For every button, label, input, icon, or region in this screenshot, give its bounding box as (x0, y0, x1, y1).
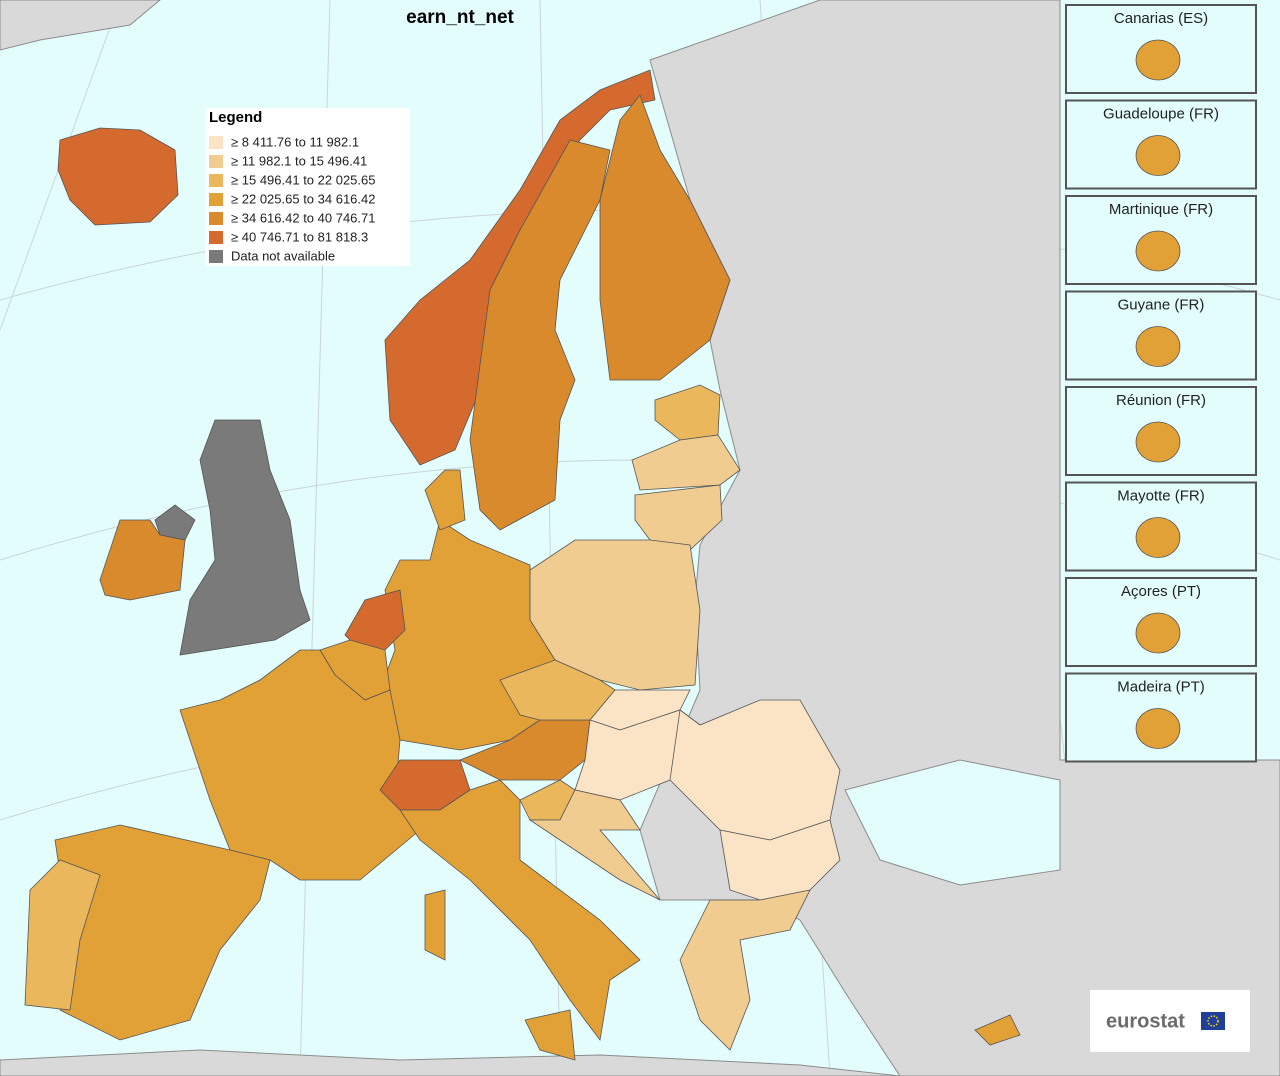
inset-label: Mayotte (FR) (1117, 487, 1205, 504)
inset-box (1065, 195, 1257, 285)
finland (599, 94, 731, 381)
greece (679, 889, 811, 1051)
ireland (99, 519, 186, 601)
inset-label: Canarias (ES) (1114, 10, 1208, 27)
logo-text: eurostat (1106, 1010, 1185, 1032)
legend-label: ≥ 8 411.76 to 11 982.1 (231, 134, 359, 149)
legend-title: Legend (209, 109, 262, 126)
sardinia (424, 889, 446, 961)
legend-label: ≥ 15 496.41 to 22 025.65 (231, 172, 375, 187)
cyprus (974, 1014, 1021, 1046)
map-title: earn_nt_net (406, 7, 514, 28)
united-kingdom (179, 419, 311, 656)
inset-label: Guadeloupe (FR) (1103, 105, 1219, 122)
norway (384, 69, 656, 466)
insets: Canarias (ES) Guadeloupe (FR) Martinique (… (1065, 4, 1257, 763)
inset-territory (1135, 135, 1181, 176)
countries (24, 69, 1021, 1061)
legend-swatch (209, 250, 223, 263)
sweden (469, 139, 611, 531)
legend-swatch (209, 193, 223, 206)
northern-ireland (154, 504, 196, 541)
legend-swatch (209, 174, 223, 187)
legend-label: ≥ 11 982.1 to 15 496.41 (231, 153, 367, 168)
inset-territory (1135, 517, 1181, 558)
iceland (57, 127, 179, 226)
inset-territory (1135, 39, 1181, 81)
latvia (631, 434, 741, 491)
inset-territory (1135, 612, 1181, 654)
sicily (524, 1009, 576, 1061)
inset-territory (1135, 230, 1181, 272)
inset-territory (1135, 421, 1181, 463)
romania (669, 699, 841, 841)
legend-label: ≥ 22 025.65 to 34 616.42 (231, 191, 375, 206)
denmark (424, 469, 466, 531)
legend-box (205, 108, 410, 266)
inset-label: Madeira (PT) (1117, 678, 1205, 695)
bulgaria (719, 819, 841, 901)
inset-label: Açores (PT) (1121, 583, 1201, 600)
legend-label: ≥ 34 616.42 to 40 746.71 (231, 210, 375, 225)
italy (399, 779, 641, 1041)
eu-flag (1201, 1012, 1225, 1030)
legend-label: Data not available (231, 248, 335, 263)
legend-swatch (209, 212, 223, 225)
croatia (528, 789, 661, 901)
legend-label: ≥ 40 746.71 to 81 818.3 (231, 229, 368, 244)
inset-label: Martinique (FR) (1109, 201, 1213, 218)
inset-territory (1135, 326, 1181, 367)
legend-swatch (209, 155, 223, 168)
portugal (24, 859, 101, 1011)
legend-swatch (209, 231, 223, 244)
inset-label: Guyane (FR) (1118, 296, 1205, 313)
eu-stars (1207, 1015, 1219, 1027)
inset-label: Réunion (FR) (1116, 392, 1206, 409)
legend: Legend ≥ 8 411.76 to 11 982.1 ≥ 11 982.1 … (205, 108, 410, 266)
legend-swatch (209, 136, 223, 149)
logo: eurostat (1090, 990, 1250, 1052)
inset-territory (1135, 708, 1181, 749)
